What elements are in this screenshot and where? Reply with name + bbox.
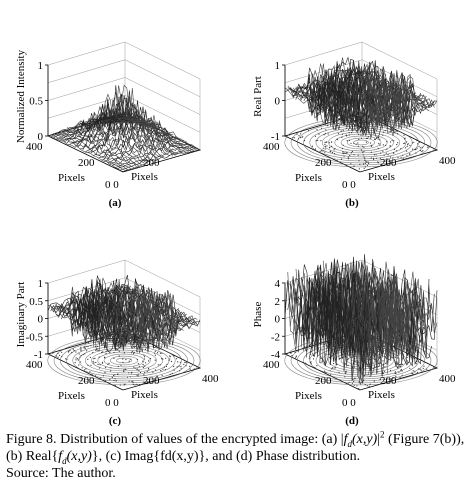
caption-source: Source: The author. (6, 466, 116, 481)
figure-caption: Figure 8. Distribution of values of the … (6, 429, 470, 482)
floor-contours (284, 115, 438, 170)
origin-ticks: 0 0 (105, 179, 119, 191)
left-axis-tick-200: 200 (78, 375, 95, 387)
surface-mesh (284, 254, 438, 384)
origin-ticks: 0 0 (342, 397, 356, 409)
origin-ticks: 0 0 (342, 179, 356, 191)
caption-text-3: (Figure 7(b)), (b) Real{ (6, 432, 465, 464)
left-axis-label: Pixels (295, 390, 322, 402)
left-axis-tick-400: 400 (263, 141, 280, 153)
z-tick-label: -4 (271, 349, 281, 361)
z-axis-label: Normalized Intensity (15, 49, 27, 143)
left-axis-tick-400: 400 (26, 141, 43, 153)
z-axis-label: Phase (252, 302, 264, 328)
right-axis-tick-400: 400 (439, 155, 456, 167)
z-tick-label: 1 (275, 60, 281, 72)
z-tick-label: 1 (38, 278, 44, 290)
z-tick-label: 0 (38, 314, 44, 326)
floor-outline (283, 112, 439, 173)
surface-mesh (284, 56, 438, 140)
z-tick-label: 0 (275, 314, 281, 326)
caption-text-4: }, (c) Imag{fd(x,y)}, and (d) Phase dist… (91, 449, 361, 464)
panel-letter: (a) (109, 197, 122, 209)
caption-text-2: | (377, 432, 381, 447)
z-tick-label: 1 (38, 60, 44, 72)
z-axis-label: Real Part (252, 76, 264, 117)
left-axis-label: Pixels (58, 390, 85, 402)
right-axis-tick-200: 200 (143, 375, 160, 387)
z-tick-label: 0 (275, 96, 281, 108)
z-tick-label: 0 (38, 131, 44, 143)
caption-f-2: f (58, 449, 63, 464)
z-tick-label: -2 (271, 331, 280, 343)
panel-letter: (d) (345, 415, 359, 427)
right-axis-tick-200: 200 (380, 157, 397, 169)
caption-f: f (343, 432, 348, 447)
floor-contours (47, 332, 201, 387)
z-tick-label: 2 (275, 296, 281, 308)
left-axis-tick-400: 400 (26, 359, 43, 371)
panel-2: 1 0 -1 Real Part 400 200 Pixels 0 0 200 Pixels 400… (252, 41, 456, 209)
caption-sub-d-2: d (62, 455, 67, 466)
caption-figure-label: Figure 8. (6, 432, 57, 447)
left-axis-label: Pixels (295, 172, 322, 184)
panel-3: 1 0.5 0 -0.5 -1 Imaginary Part 400 200 Pixels 0 0… (15, 259, 219, 427)
left-axis-label: Pixels (58, 172, 85, 184)
caption-sub-d: d (347, 438, 352, 449)
right-axis-tick-200: 200 (380, 375, 397, 387)
z-tick-label: 4 (275, 278, 281, 290)
panel-4: 4 2 0 -2 -4 Phase 400 200 Pixels 0 0 200 Pixels 400 (… (252, 254, 456, 427)
right-axis-tick-400: 400 (202, 373, 219, 385)
surface-mesh (47, 84, 201, 172)
z-axis-label: Imaginary Part (15, 282, 27, 348)
right-axis-label: Pixels (131, 389, 158, 401)
surface-mesh (47, 274, 201, 353)
right-axis-label: Pixels (368, 171, 395, 183)
left-axis-tick-200: 200 (78, 157, 95, 169)
panel-letter: (c) (109, 415, 122, 427)
panel-letter: (b) (345, 197, 359, 209)
caption-sup-2: 2 (380, 429, 385, 440)
right-axis-tick-400: 400 (439, 373, 456, 385)
left-axis-tick-200: 200 (315, 375, 332, 387)
caption-xy-2: (x,y) (66, 449, 92, 464)
caption-xy: (x,y) (351, 432, 378, 447)
z-tick-label: -1 (34, 349, 43, 361)
left-axis-tick-400: 400 (263, 359, 280, 371)
z-tick-label: 0.5 (29, 96, 43, 108)
z-tick-label: 0.5 (29, 296, 43, 308)
caption-text-1: Distribution of values of the encrypted … (56, 432, 344, 447)
figure-panels: 1 0.5 0 Normalized Intensity 400 200 Pixels 0 0… (15, 41, 456, 427)
right-axis-label: Pixels (131, 171, 158, 183)
origin-ticks: 0 0 (105, 397, 119, 409)
right-axis-tick-200: 200 (143, 157, 160, 169)
left-axis-tick-200: 200 (315, 157, 332, 169)
z-tick-label: -0.5 (26, 331, 44, 343)
z-tick-label: -1 (271, 131, 280, 143)
right-axis-label: Pixels (368, 389, 395, 401)
